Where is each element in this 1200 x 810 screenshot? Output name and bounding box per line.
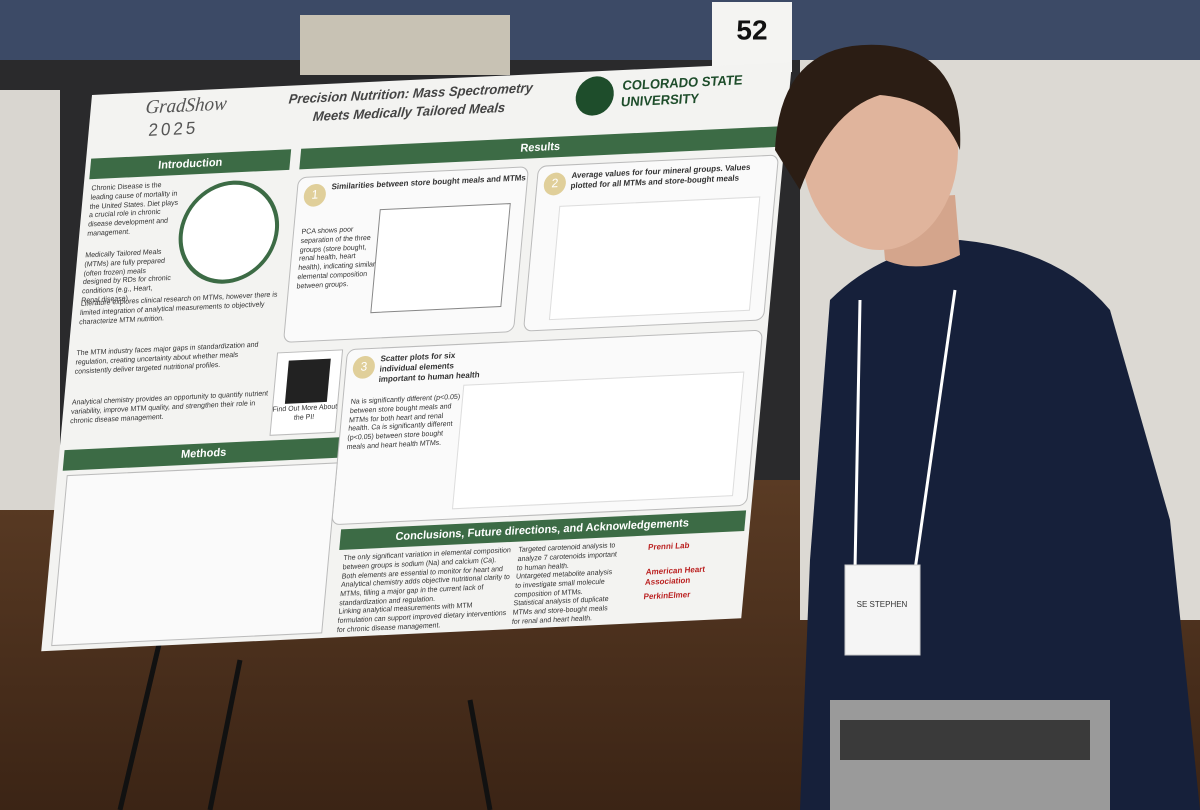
panel-text-box: PCA shows poor separation of the three g…	[296, 226, 376, 291]
panel-text: PCA shows poor separation of the three g…	[296, 226, 376, 291]
windows	[0, 0, 1200, 60]
qr-box: Find Out More About the PI!	[272, 403, 338, 422]
belt	[840, 720, 1090, 760]
poster: GradShow 2025 Precision Nutrition: Mass …	[41, 62, 792, 652]
panel-badge	[352, 355, 375, 379]
easel-leg	[117, 639, 163, 810]
easel-leg	[467, 699, 493, 810]
plate-graphic	[178, 180, 280, 284]
qr-caption: Find Out More About the PI!	[272, 403, 338, 422]
panel-badge	[543, 172, 566, 196]
panel-text-box: Na is significantly different (p<0.05) b…	[346, 393, 461, 451]
sign-number: 52	[736, 14, 767, 45]
back-board	[300, 15, 510, 75]
scatter-plots	[451, 371, 745, 510]
sponsor: American Heart Association	[644, 564, 706, 587]
easel-leg	[207, 659, 243, 810]
person: SE STEPHEN	[775, 44, 1200, 810]
name-badge	[844, 564, 921, 656]
section-header	[339, 510, 747, 551]
bar-plots	[548, 196, 761, 321]
intro-bullet: Chronic Disease is the leading cause of …	[86, 181, 179, 238]
university: COLORADO STATE	[622, 72, 744, 93]
sponsor-box: American Heart Association	[644, 564, 706, 587]
badge-name: SE STEPHEN	[857, 600, 908, 609]
section-header	[62, 436, 345, 471]
partition-left	[0, 90, 60, 510]
methods-flow	[51, 462, 338, 647]
panel-text: Na is significantly different (p<0.05) b…	[346, 393, 461, 451]
panel-heading: Scatter plots for six individual element…	[378, 350, 481, 385]
intro-bullet-box: Analytical chemistry provides an opportu…	[70, 390, 268, 424]
pca-plot	[370, 203, 511, 314]
section-title: Results	[520, 141, 561, 155]
intro-bullet-box: Chronic Disease is the leading cause of …	[86, 181, 179, 238]
event-year: 2025	[148, 117, 200, 140]
number-sign	[712, 2, 792, 72]
qr-pattern	[284, 358, 331, 404]
section-header	[89, 149, 292, 180]
section-title: Introduction	[158, 157, 223, 172]
panel-number: 1	[311, 187, 319, 201]
csu-logo	[575, 76, 614, 116]
lanyard	[853, 289, 957, 571]
section-header	[299, 126, 782, 170]
future-bullet: Statistical analysis of duplicate MTMs a…	[511, 595, 609, 626]
event-name: GradShow	[145, 93, 228, 118]
section-title: Methods	[180, 447, 226, 461]
university: UNIVERSITY	[620, 91, 700, 110]
panel-number: 2	[551, 176, 559, 190]
panel-number: 3	[360, 359, 368, 373]
sponsor-box: PerkinElmer	[643, 590, 691, 601]
future-bullet-box: Statistical analysis of duplicate MTMs a…	[511, 595, 609, 626]
panel-badge	[303, 183, 326, 207]
hair	[775, 44, 961, 190]
sponsor-box: Prenni Lab	[648, 541, 690, 552]
shirt	[800, 240, 1200, 810]
panel-heading-box: Scatter plots for six individual element…	[378, 350, 481, 385]
